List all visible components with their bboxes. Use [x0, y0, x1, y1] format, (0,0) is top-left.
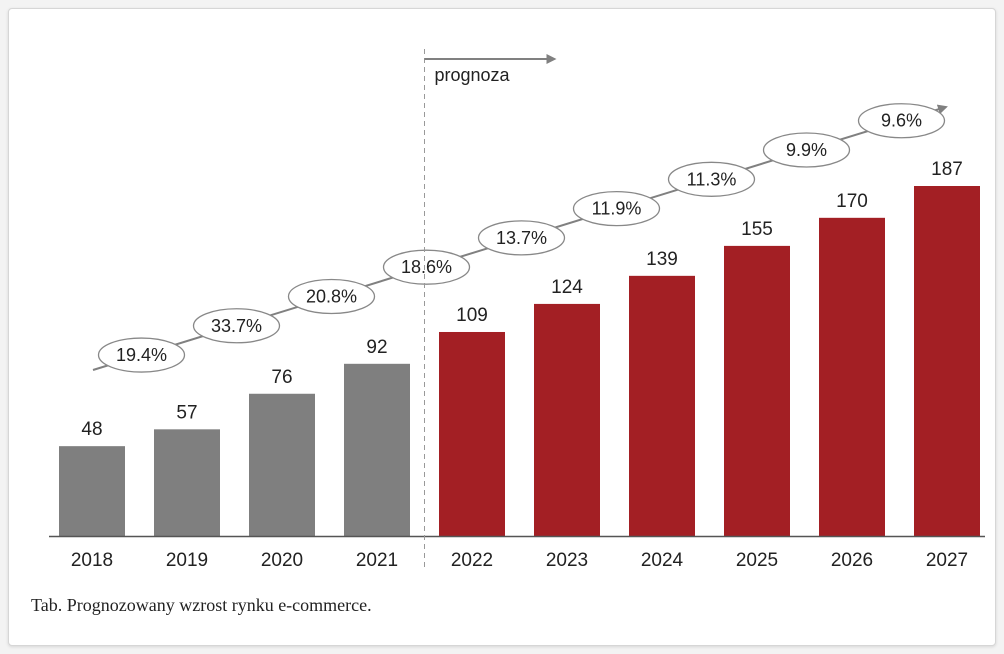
bar-2022 — [439, 331, 505, 536]
growth-label-7: 11.3% — [687, 169, 737, 189]
bars — [59, 186, 980, 536]
growth-label-1: 19.4% — [116, 345, 167, 365]
value-label-2026: 170 — [836, 191, 868, 212]
tick-label-2019: 2019 — [166, 550, 208, 571]
growth-trend-line: 19.4% 33.7% 20.8% 18.6% 13.7% 11.9% 11.3% 9.9% 9… — [92, 103, 948, 373]
tick-label-2025: 2025 — [736, 550, 778, 571]
bar-chart: 19.4% 33.7% 20.8% 18.6% 13.7% 11.9% 11.3% 9.9% 9… — [49, 49, 985, 571]
bar-2018 — [59, 446, 125, 536]
growth-bubble-6 — [572, 190, 661, 227]
tick-label-2026: 2026 — [831, 550, 873, 571]
bar-2026 — [819, 217, 885, 536]
growth-bubble-5 — [477, 220, 566, 256]
tick-label-2022: 2022 — [451, 550, 493, 571]
value-label-2023: 124 — [551, 277, 583, 298]
growth-bubble-4 — [382, 249, 471, 285]
x-axis: 2018 2019 2020 2021 2022 2023 2024 2025 2026 2027 — [49, 535, 985, 571]
tick-label-2023: 2023 — [546, 550, 588, 571]
value-label-2018: 48 — [81, 419, 102, 440]
tick-label-2018: 2018 — [71, 550, 113, 571]
bar-2019 — [154, 429, 220, 536]
value-label-2027: 187 — [931, 159, 963, 180]
growth-label-5: 13.7% — [496, 228, 547, 248]
value-label-2022: 109 — [456, 305, 488, 326]
tick-label-2027: 2027 — [926, 550, 968, 571]
tick-label-2024: 2024 — [641, 550, 684, 571]
value-label-2024: 139 — [646, 249, 678, 270]
tick-label-2021: 2021 — [356, 550, 398, 571]
growth-label-3: 20.8% — [306, 286, 357, 306]
bar-2021 — [344, 363, 410, 536]
growth-bubble-2 — [192, 308, 281, 344]
growth-label-2: 33.7% — [211, 316, 262, 336]
forecast-marker: prognoza — [424, 49, 557, 569]
growth-bubble-1 — [97, 337, 186, 373]
growth-bubble-9 — [857, 103, 946, 139]
growth-label-8: 9.9% — [786, 140, 827, 160]
value-label-2020: 76 — [271, 367, 292, 388]
growth-bubble-3 — [287, 278, 376, 315]
tick-label-2020: 2020 — [261, 550, 303, 571]
chart-caption: Tab. Prognozowany wzrost rynku e-commerc… — [31, 595, 372, 615]
forecast-label: prognoza — [435, 65, 511, 85]
bar-2025 — [724, 245, 790, 536]
growth-bubble-8 — [762, 132, 851, 168]
bar-2020 — [249, 393, 315, 536]
bar-2027 — [914, 186, 980, 536]
bar-2024 — [629, 275, 695, 536]
growth-label-9: 9.6% — [881, 111, 922, 131]
value-label-2019: 57 — [176, 402, 197, 423]
growth-bubble-7 — [667, 161, 756, 197]
chart-card: 19.4% 33.7% 20.8% 18.6% 13.7% 11.9% 11.3% 9.9% 9… — [8, 8, 996, 646]
growth-label-6: 11.9% — [592, 199, 642, 219]
value-label-2025: 155 — [741, 219, 773, 240]
growth-label-4: 18.6% — [401, 257, 452, 277]
value-labels: 48 57 76 92 109 124 139 155 170 187 — [81, 159, 962, 440]
value-label-2021: 92 — [366, 337, 387, 358]
bar-2023 — [534, 303, 600, 536]
